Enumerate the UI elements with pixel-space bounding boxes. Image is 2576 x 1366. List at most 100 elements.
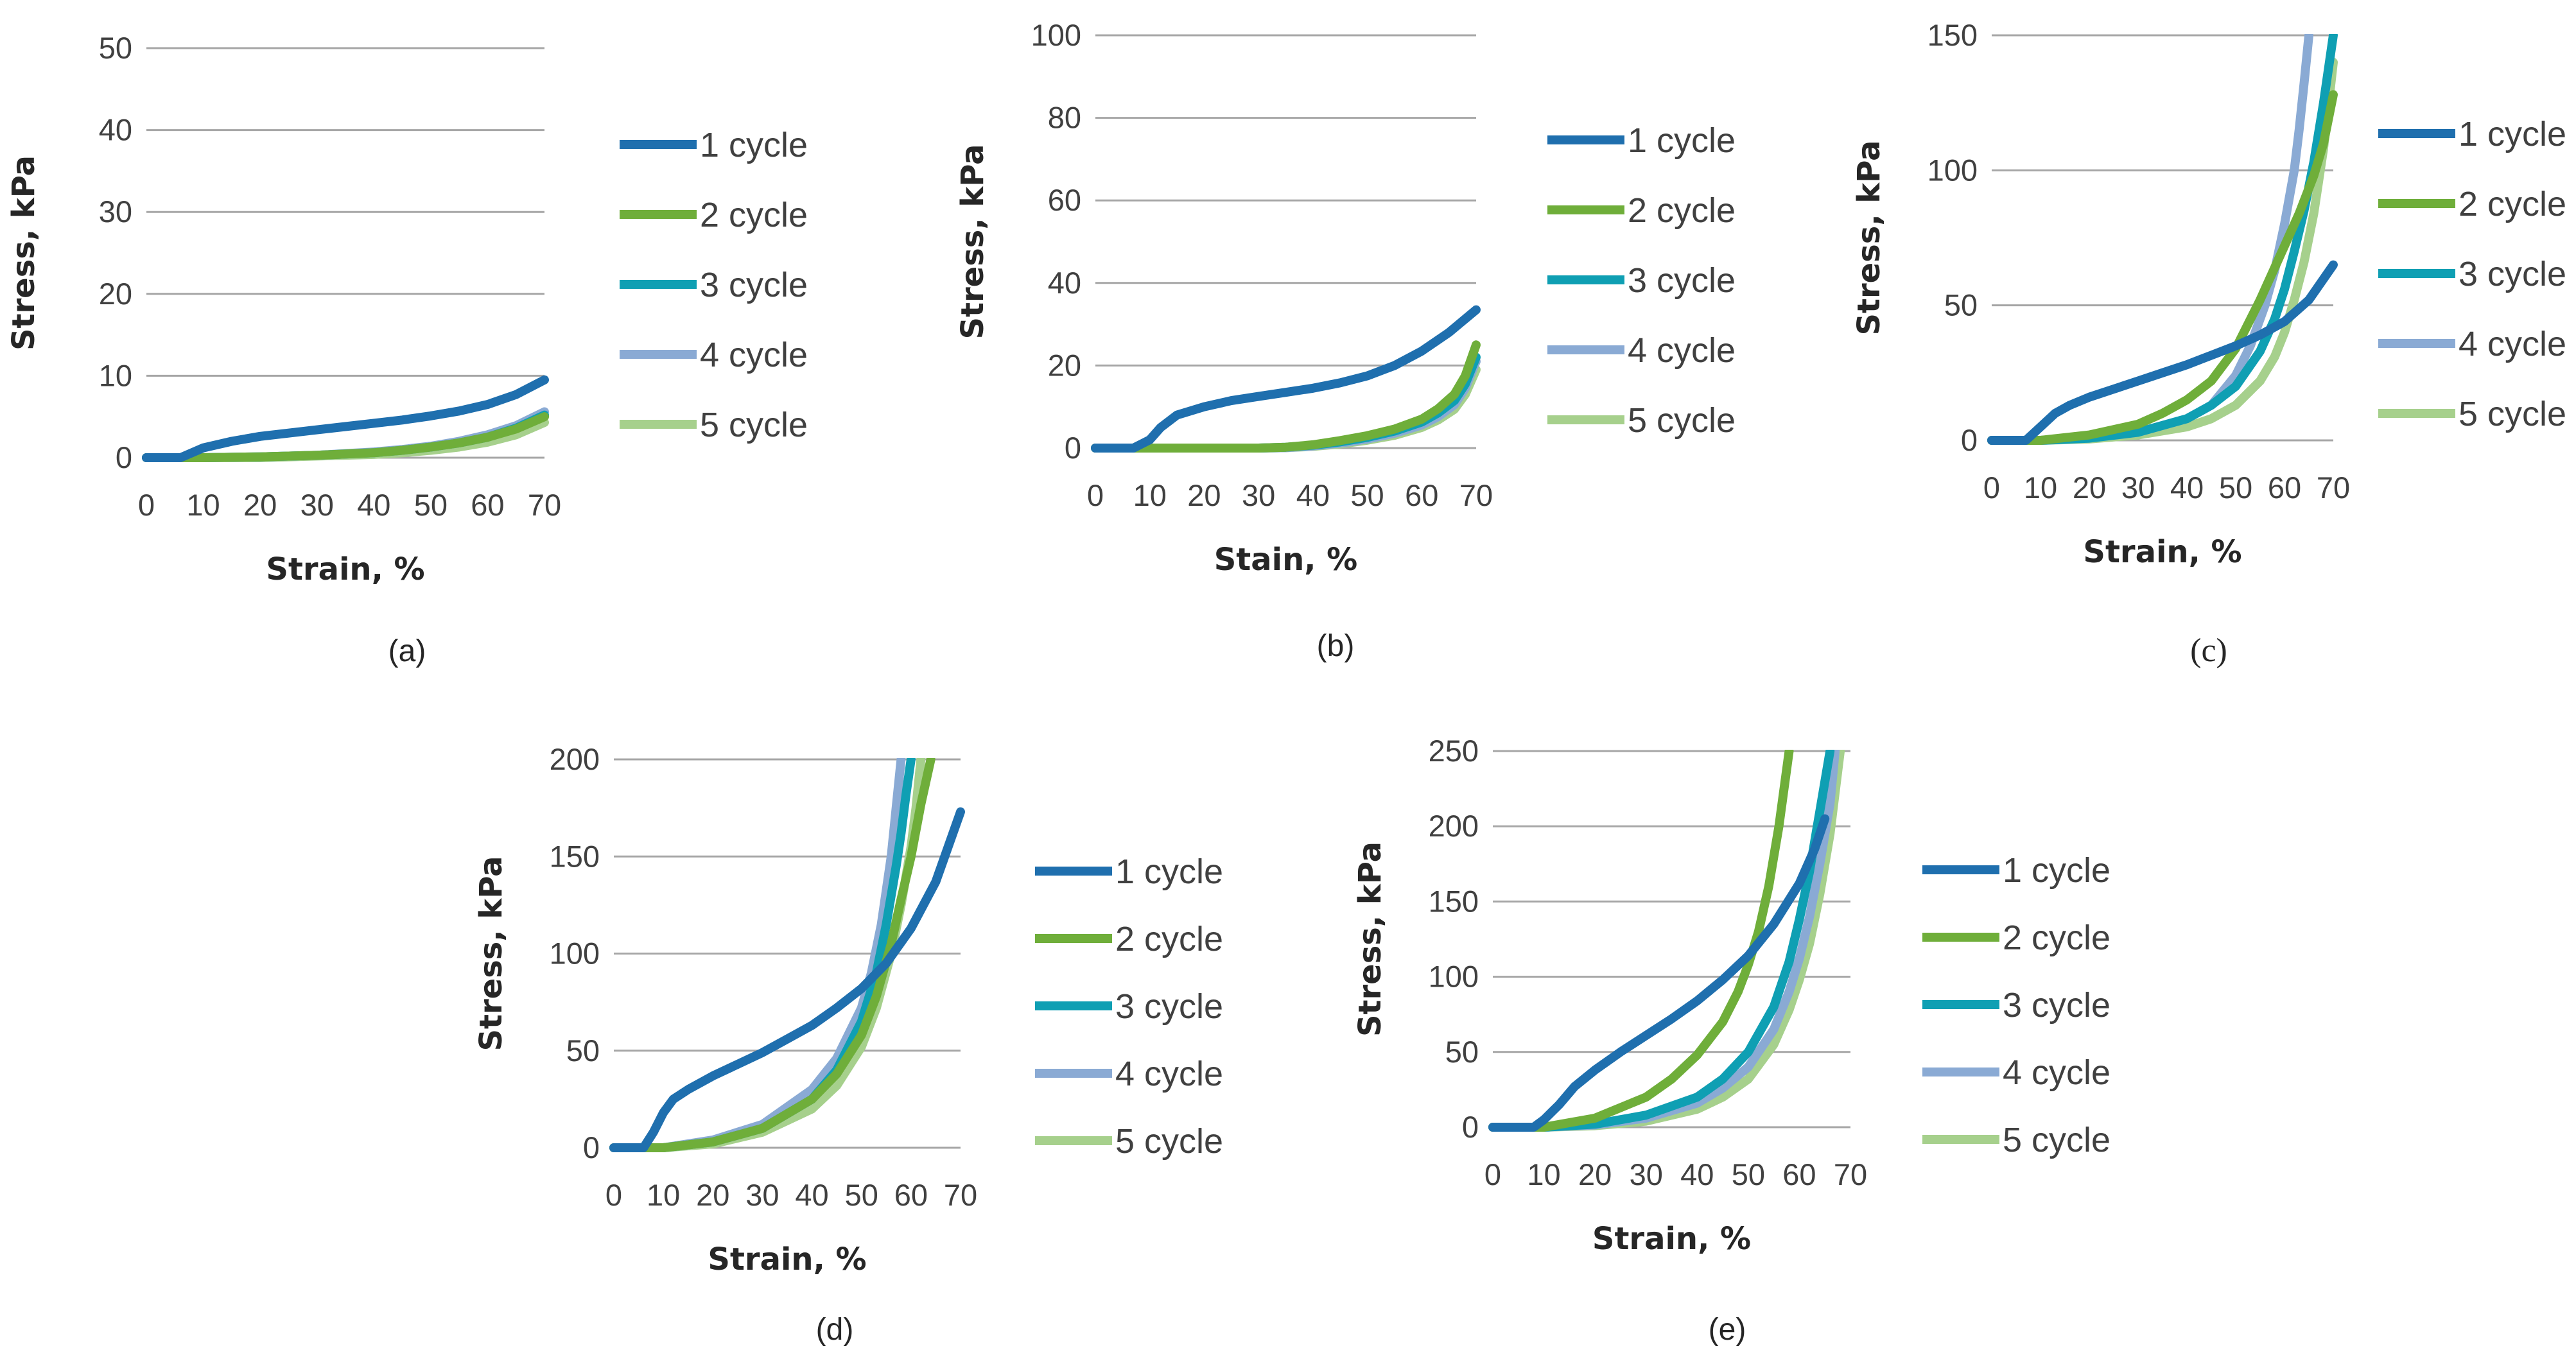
series-line-2-cycle xyxy=(1488,750,1794,1132)
y-tick-label: 100 xyxy=(550,937,600,971)
x-tick-label: 50 xyxy=(414,488,448,522)
x-tick-label: 50 xyxy=(1350,478,1384,512)
legend-label: 4 cycle xyxy=(1115,1055,1223,1093)
series-line-1-cycle xyxy=(1091,305,1481,453)
series-group xyxy=(609,758,965,1152)
series-line-1-cycle xyxy=(1987,260,2338,445)
series-group xyxy=(1091,305,1481,453)
x-tick-label: 20 xyxy=(1187,478,1221,512)
x-tick-label: 60 xyxy=(471,488,504,522)
y-tick-label: 100 xyxy=(1429,960,1479,994)
x-tick-label: 70 xyxy=(528,488,561,522)
y-tick-label: 50 xyxy=(566,1033,600,1068)
legend-label: 1 cycle xyxy=(1115,852,1223,891)
y-tick-label: 200 xyxy=(1429,809,1479,843)
x-tick-label: 50 xyxy=(1732,1157,1765,1191)
y-axis-title: Stress, kPa xyxy=(1851,140,1887,335)
legend-label: 4 cycle xyxy=(700,336,808,374)
chart-c: 0 50 100 150 0 10 20 30 40 50 60 70 Strain, % Stress,… xyxy=(1851,18,2566,669)
x-tick-label: 10 xyxy=(1527,1157,1560,1191)
x-tick-label: 50 xyxy=(845,1178,878,1212)
y-tick-label: 10 xyxy=(99,358,132,392)
x-tick-label: 0 xyxy=(605,1178,622,1212)
chart-b: 0 20 40 60 80 100 0 10 20 30 40 50 60 70 Stain, % Stres… xyxy=(955,18,1736,663)
x-axis-title: Strain, % xyxy=(708,1241,866,1277)
x-tick-label: 60 xyxy=(894,1178,928,1212)
x-tick-label: 50 xyxy=(2219,471,2252,505)
series-group xyxy=(1987,34,2338,445)
x-tick-label: 70 xyxy=(944,1178,977,1212)
y-tick-label: 50 xyxy=(1944,288,1978,322)
y-tick-label: 150 xyxy=(1928,18,1978,52)
x-tick-label: 20 xyxy=(696,1178,729,1212)
x-tick-label: 30 xyxy=(2121,471,2155,505)
x-tick-label: 40 xyxy=(1296,478,1330,512)
y-tick-label: 20 xyxy=(99,277,132,311)
series-line-1-cycle xyxy=(609,807,965,1152)
y-axis-title: Stress, kPa xyxy=(473,856,509,1051)
x-tick-label: 10 xyxy=(186,488,220,522)
y-tick-label: 0 xyxy=(1462,1110,1479,1144)
y-tick-label: 100 xyxy=(1031,18,1081,52)
x-axis-title: Stain, % xyxy=(1214,542,1358,578)
legend-label: 2 cycle xyxy=(2459,185,2566,223)
y-tick-label: 50 xyxy=(1445,1035,1479,1069)
x-tick-label: 30 xyxy=(1242,478,1275,512)
x-tick-label: 0 xyxy=(138,488,155,522)
y-axis-title: Stress, kPa xyxy=(955,144,991,339)
legend-label: 2 cycle xyxy=(1628,191,1736,230)
x-tick-label: 40 xyxy=(1680,1157,1714,1191)
x-tick-label: 10 xyxy=(1133,478,1167,512)
y-tick-label: 150 xyxy=(550,839,600,873)
series-line-1-cycle xyxy=(142,375,549,462)
legend-label: 4 cycle xyxy=(2459,325,2566,363)
legend-label: 3 cycle xyxy=(1115,987,1223,1026)
series-line-2-cycle xyxy=(1987,90,2338,445)
legend-label: 2 cycle xyxy=(700,196,808,234)
legend-label: 3 cycle xyxy=(700,266,808,304)
legend-label: 4 cycle xyxy=(1628,331,1736,370)
series-line-2-cycle xyxy=(609,758,936,1152)
y-tick-label: 250 xyxy=(1429,734,1479,768)
legend-label: 1 cycle xyxy=(1628,121,1736,160)
x-tick-label: 0 xyxy=(1983,471,2000,505)
legend-label: 2 cycle xyxy=(1115,920,1223,958)
x-tick-label: 60 xyxy=(2268,471,2301,505)
x-tick-label: 10 xyxy=(647,1178,680,1212)
x-axis-title: Strain, % xyxy=(1592,1221,1751,1257)
x-axis-title: Strain, % xyxy=(2083,534,2241,570)
y-tick-label: 40 xyxy=(1048,266,1081,300)
legend-label: 5 cycle xyxy=(2459,395,2566,433)
legend-label: 3 cycle xyxy=(2003,986,2110,1024)
legend-label: 3 cycle xyxy=(2459,255,2566,293)
x-tick-label: 0 xyxy=(1087,478,1104,512)
y-tick-label: 80 xyxy=(1048,101,1081,135)
x-tick-label: 20 xyxy=(243,488,277,522)
x-tick-label: 70 xyxy=(1459,478,1493,512)
y-tick-label: 50 xyxy=(99,31,132,65)
x-tick-label: 10 xyxy=(2024,471,2057,505)
panel-caption: (c) xyxy=(2190,632,2227,669)
x-tick-label: 70 xyxy=(2317,471,2350,505)
y-axis-title: Stress, kPa xyxy=(6,155,42,350)
series-group xyxy=(1488,750,1845,1132)
legend-label: 3 cycle xyxy=(1628,261,1736,300)
x-tick-label: 30 xyxy=(300,488,334,522)
legend-label: 5 cycle xyxy=(2003,1121,2110,1159)
y-tick-label: 20 xyxy=(1048,348,1081,382)
x-tick-label: 30 xyxy=(1630,1157,1663,1191)
x-axis-title: Strain, % xyxy=(266,551,424,587)
legend-label: 4 cycle xyxy=(2003,1053,2110,1092)
x-tick-label: 20 xyxy=(2073,471,2106,505)
panel-caption: (a) xyxy=(388,634,426,668)
chart-a: 0 10 20 30 40 50 0 10 20 30 40 50 60 70 Strain, % Stres… xyxy=(6,31,808,668)
y-tick-label: 150 xyxy=(1429,884,1479,918)
legend-label: 5 cycle xyxy=(1628,401,1736,440)
legend-label: 1 cycle xyxy=(2459,115,2566,153)
y-tick-label: 0 xyxy=(116,440,132,474)
legend-label: 1 cycle xyxy=(700,126,808,164)
chart-e: 0 50 100 150 200 250 0 10 20 30 40 50 60 70 Strain, % S… xyxy=(1352,734,2110,1347)
panel-caption: (e) xyxy=(1709,1313,1746,1347)
x-tick-label: 60 xyxy=(1782,1157,1816,1191)
series-line-1-cycle xyxy=(1488,814,1830,1132)
